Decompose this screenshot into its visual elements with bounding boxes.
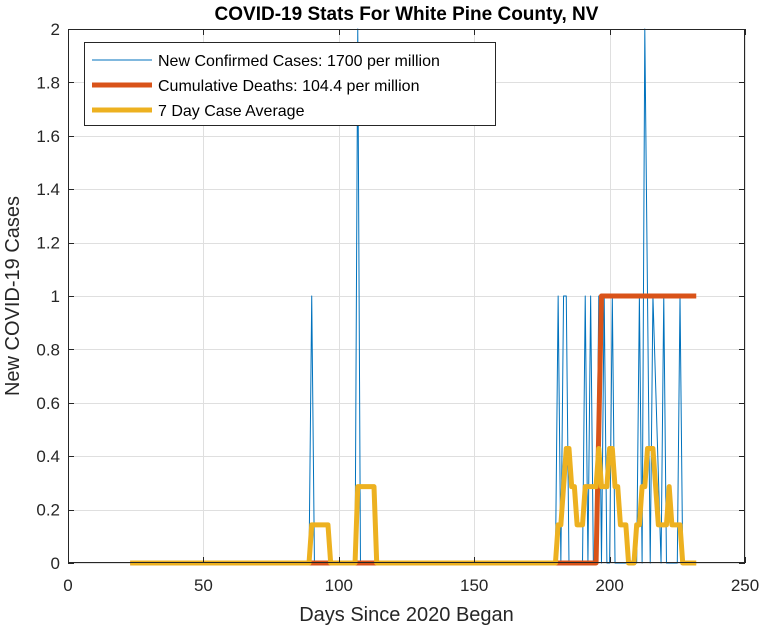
x-axis-title: Days Since 2020 Began: [299, 604, 514, 626]
series-line-7-day-average: [130, 445, 697, 566]
y-tick-label: 1.4: [36, 180, 60, 199]
y-tick-label: 1.8: [36, 73, 60, 92]
y-tick-label: 0: [51, 554, 60, 573]
legend-box: [84, 42, 496, 126]
legend-label-new-cases: New Confirmed Cases: 1700 per million: [158, 53, 440, 70]
y-tick-label: 0.2: [36, 501, 60, 520]
legend-label-cumulative-deaths: Cumulative Deaths: 104.4 per million: [158, 78, 419, 95]
y-tick-label: 2: [51, 20, 60, 39]
y-tick-label: 1.2: [36, 234, 60, 253]
x-tick-label: 150: [460, 576, 488, 595]
y-tick-label: 0.4: [36, 447, 60, 466]
y-tick-label: 0.8: [36, 340, 60, 359]
y-tick-label: 1.6: [36, 127, 60, 146]
legend-label-7-day-average: 7 Day Case Average: [158, 103, 305, 120]
legend: New Confirmed Cases: 1700 per million Cu…: [84, 42, 496, 126]
y-axis-title: New COVID-19 Cases: [2, 196, 24, 396]
x-tick-label: 250: [731, 576, 759, 595]
x-tick-label: 100: [325, 576, 353, 595]
x-tick-label: 200: [595, 576, 623, 595]
y-tick-label: 1: [51, 287, 60, 306]
x-tick-label: 0: [63, 576, 72, 595]
tick-layer: 0 50 100 150 200 250 0 0.2 0.4 0.6 0.8 1 1.2 1.4 1.6 1.…: [36, 20, 759, 595]
x-tick-label: 50: [194, 576, 213, 595]
chart-title: COVID-19 Stats For White Pine County, NV: [215, 4, 599, 25]
y-tick-label: 0.6: [36, 394, 60, 413]
